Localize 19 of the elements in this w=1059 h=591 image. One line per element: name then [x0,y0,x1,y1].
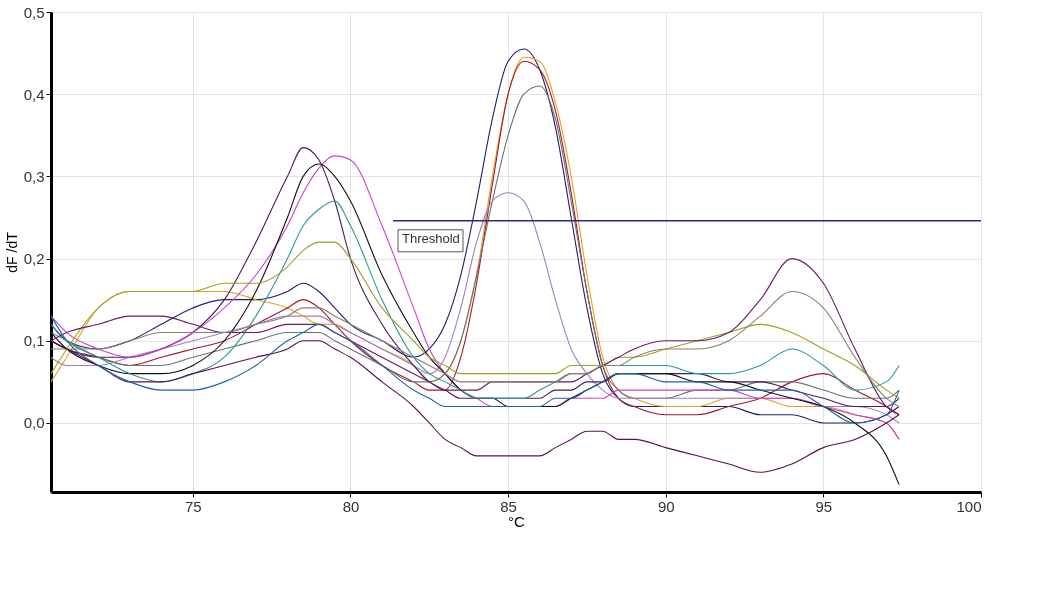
x-tick-label: 95 [815,497,833,515]
y-tick-label: 0,2 [23,250,45,268]
line-series [51,241,900,399]
x-tick-label: 75 [185,497,202,515]
y-tick-label: 0,5 [23,3,45,21]
x-tick-label: 85 [500,497,517,515]
x-tick-label: 80 [342,497,360,515]
y-tick-label: 0,0 [23,414,45,432]
line-series [51,290,900,408]
line-series [51,340,900,473]
ref-line-label: Threshold [402,230,460,246]
x-tick-label: 100 [956,497,982,515]
line-series [51,315,900,424]
x-axis-title: °C [508,512,526,530]
y-axis-title: dF /dT [3,231,20,273]
y-tick-label: 0,4 [23,85,45,103]
y-tick-label: 0,1 [23,332,45,350]
x-tick-label: 90 [657,497,675,515]
y-tick-label: 0,3 [23,167,45,185]
